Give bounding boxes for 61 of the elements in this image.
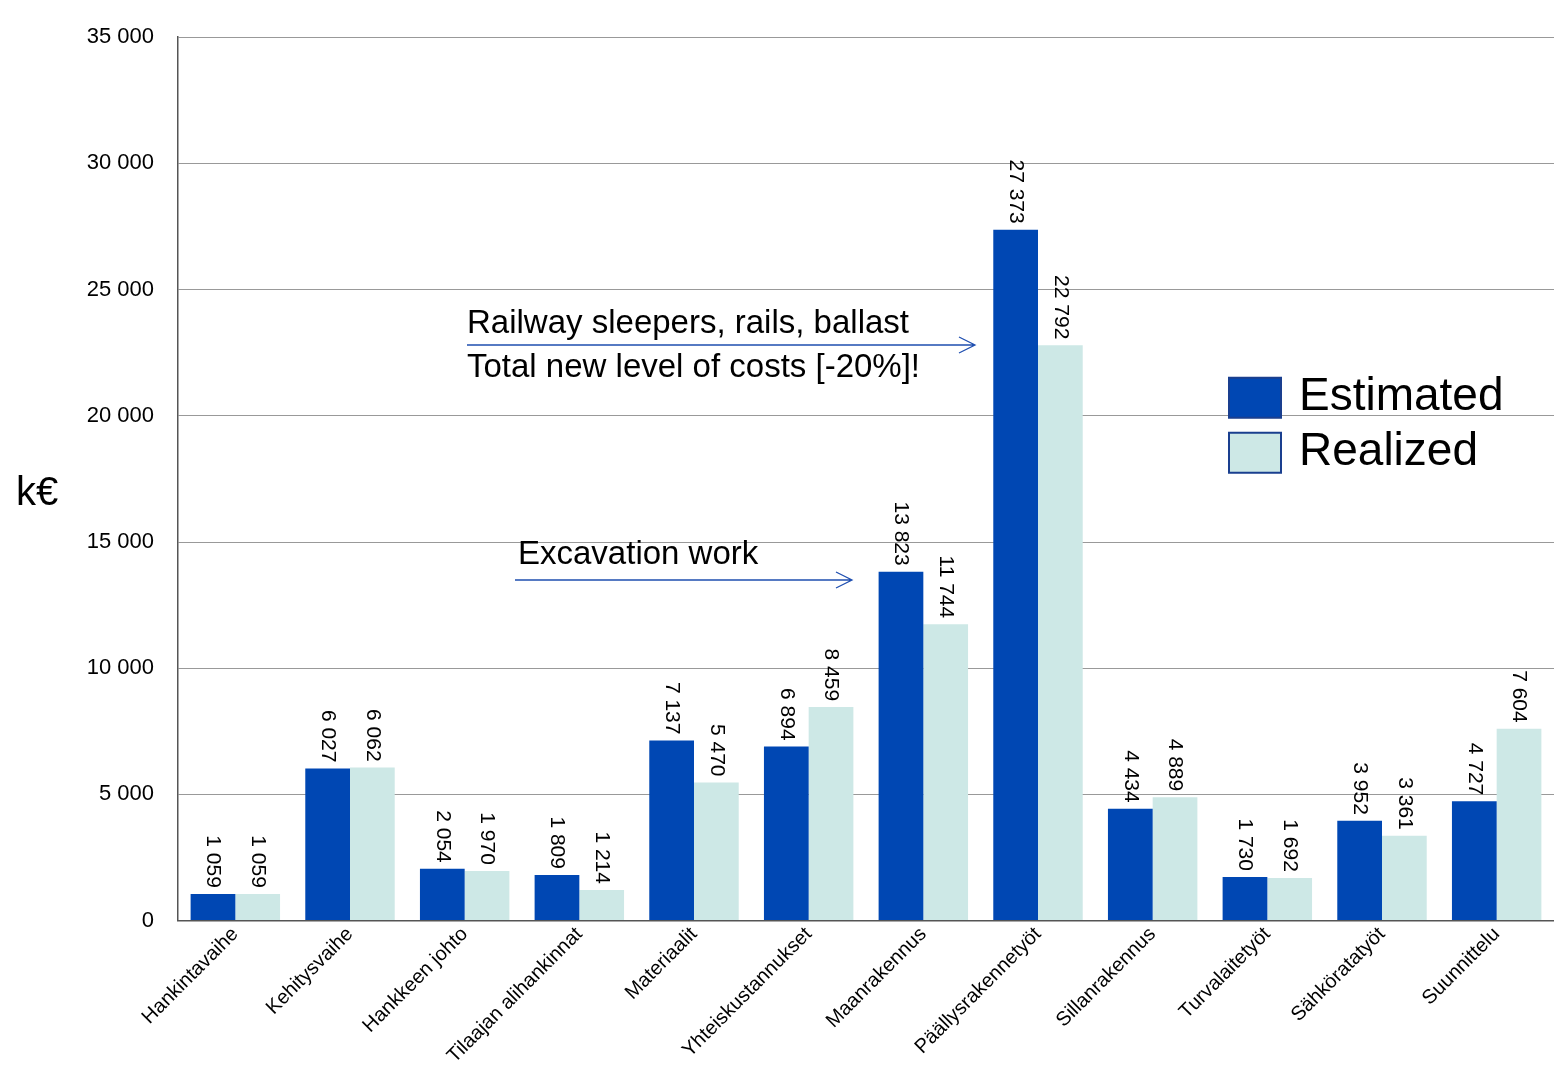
bar [993,229,1038,921]
data-label: 11 744 [935,555,959,619]
bar [1382,835,1427,921]
bar [1267,877,1313,921]
annotation: Railway sleepers, rails, ballast Total new level of costs [-20%]! [467,303,921,384]
bar [190,893,236,921]
data-label: 4 727 [1464,742,1488,796]
bar [1451,801,1497,921]
bar [923,624,969,921]
y-axis-title: k€ [15,468,59,513]
data-label: 6 894 [776,688,800,741]
data-label: 6 027 [317,709,341,763]
data-label: 1 059 [203,835,227,888]
data-label: 2 054 [432,810,456,864]
data-label: 6 062 [362,709,386,762]
data-label: 5 470 [706,723,730,777]
bar [649,740,694,921]
legend-label: Estimated [1299,368,1504,421]
bar [235,893,281,921]
bar [1496,728,1542,921]
legend-label: Realized [1299,423,1478,476]
data-label: 1 692 [1279,819,1303,872]
bar [1222,876,1268,921]
data-label: 22 792 [1050,275,1074,340]
y-tick-label: 25 000 [86,275,154,301]
data-label: 4 889 [1165,738,1189,792]
y-tick-label: 35 000 [86,23,154,49]
data-label: 7 137 [661,681,685,735]
bar [464,870,510,921]
bar [350,767,395,921]
data-label: 3 952 [1349,762,1373,815]
data-label: 13 823 [891,501,915,566]
data-label: 1 059 [247,835,271,888]
y-tick-label: 0 [141,906,154,932]
bar [694,782,739,921]
data-label: 7 604 [1509,670,1533,723]
bar [1038,345,1083,921]
y-tick-label: 20 000 [86,401,154,427]
bar [579,889,625,921]
data-label: 8 459 [821,648,845,702]
data-label: 1 970 [477,812,501,865]
y-tick-label: 10 000 [86,654,154,680]
y-tick-label: 30 000 [86,149,154,175]
data-label: 27 373 [1005,159,1029,224]
data-label: 4 434 [1120,750,1144,804]
annotation: Excavation work [518,534,759,571]
bar [763,746,809,921]
y-tick-label: 5 000 [98,780,154,806]
y-tick-label: 15 000 [86,528,154,554]
bar [534,874,580,921]
bar [808,707,854,921]
bar [419,868,465,921]
data-label: 1 214 [591,831,615,885]
data-label: 1 730 [1235,818,1259,871]
data-label: 1 809 [547,816,571,869]
bar [878,571,924,921]
bar [305,768,350,921]
data-label: 3 361 [1394,777,1418,830]
bar [1152,797,1198,921]
bar [1107,808,1153,921]
bar [1337,820,1382,921]
